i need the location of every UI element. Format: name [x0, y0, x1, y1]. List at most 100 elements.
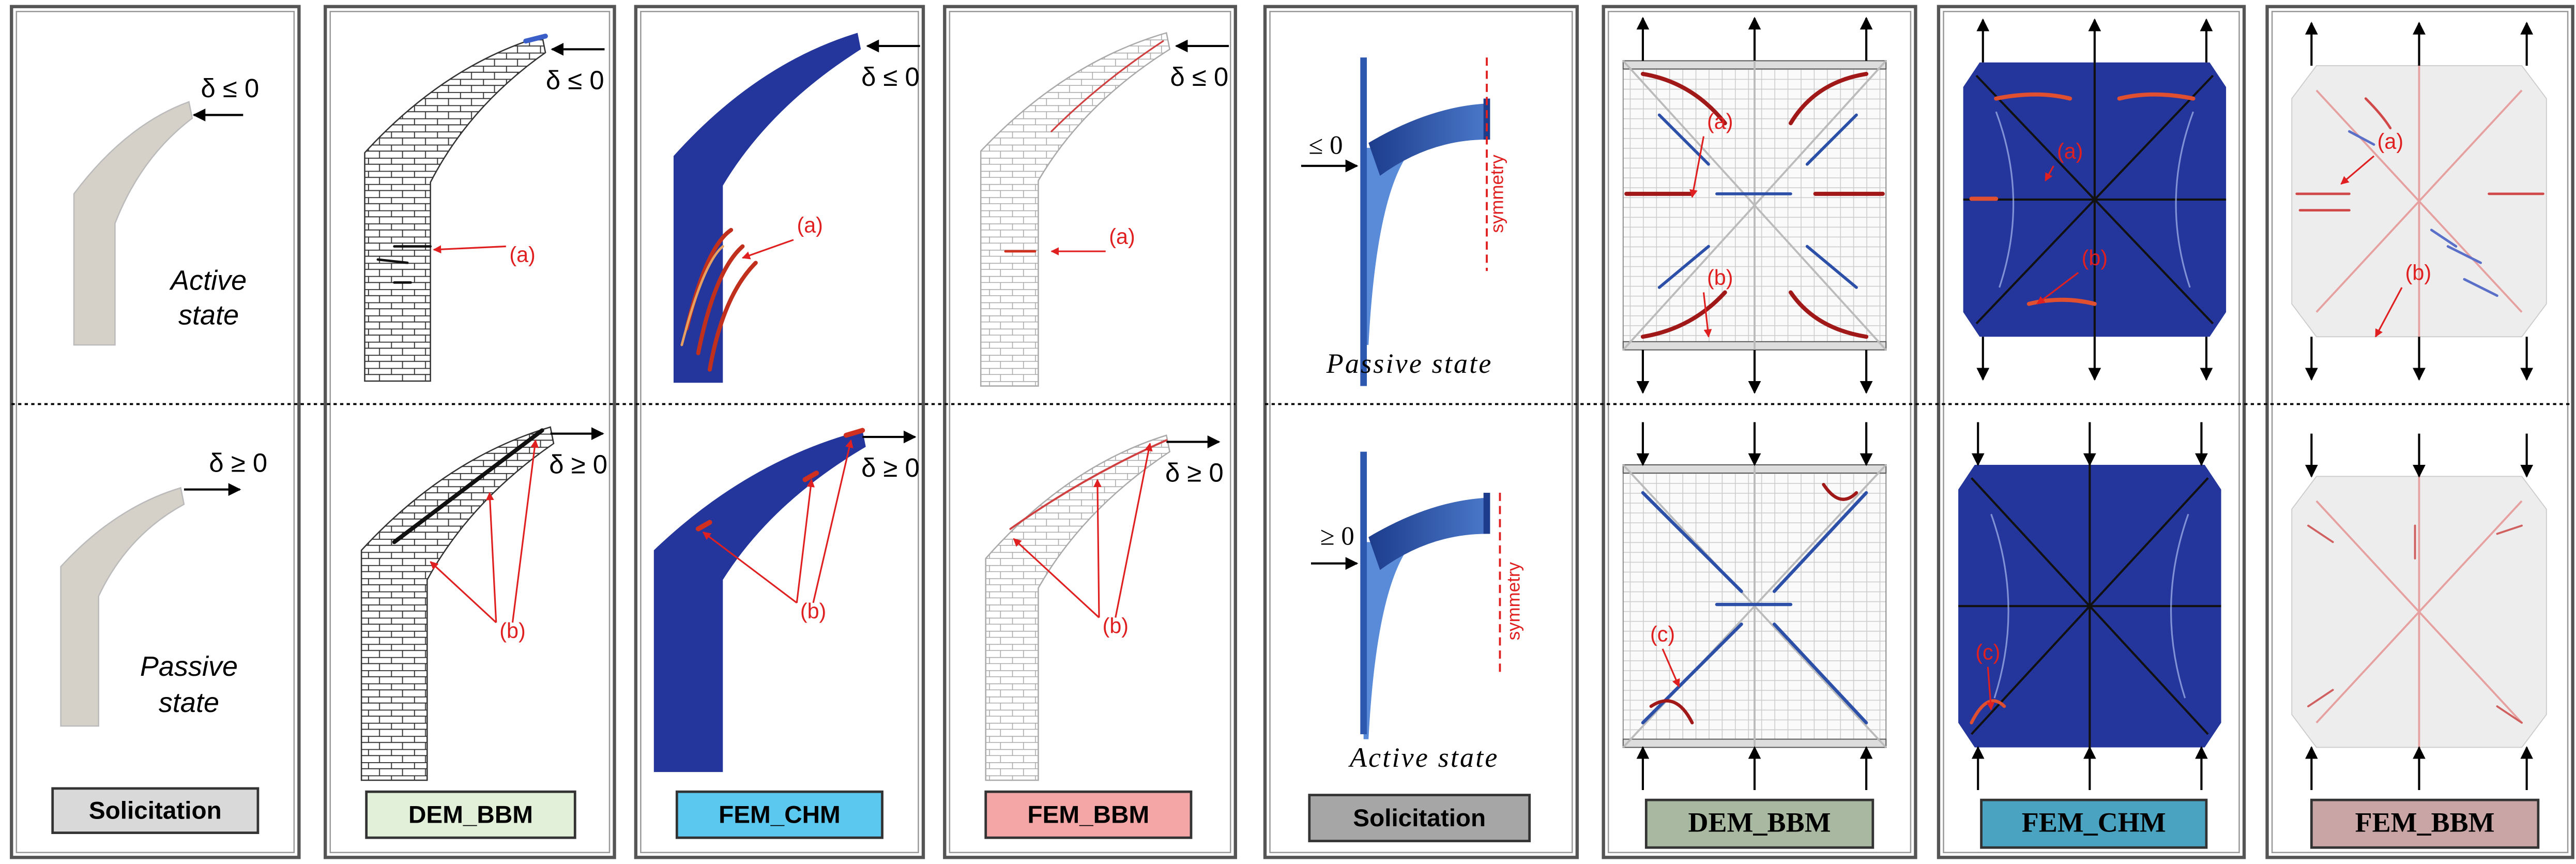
structure [73, 101, 193, 346]
method-label: FEM_CHM [719, 801, 841, 828]
state-label: Active state [1348, 742, 1499, 773]
annotation: (c) [1975, 640, 2000, 664]
crack [2446, 245, 2482, 264]
crack [1050, 40, 1164, 132]
crack [2463, 278, 2498, 297]
crack [2307, 689, 2334, 707]
method-label: Solicitation [89, 797, 222, 825]
panel-frame [634, 5, 925, 859]
panel-frame-inner [640, 10, 919, 854]
annotation-arrow [1702, 292, 1712, 338]
annotation: (a) [2057, 139, 2083, 163]
crack [1788, 290, 1869, 339]
annotation: (b) [499, 619, 525, 643]
symmetry-label: symmetry [1487, 155, 1507, 233]
method-label-box [365, 790, 576, 839]
annotation-arrow [812, 439, 853, 603]
crack [1805, 245, 1858, 289]
crack [1772, 623, 1868, 724]
method-label: FEM_CHM [2022, 807, 2166, 838]
state-label: Active [169, 265, 247, 296]
load-label: δ ≤ 0 [861, 62, 920, 92]
panel-frame [10, 5, 301, 859]
structure [985, 434, 1171, 781]
panel-frame [1263, 5, 1579, 859]
state-label: state [159, 687, 219, 718]
annotation-arrow [430, 561, 497, 624]
crack [1805, 113, 1858, 166]
method-label-box [51, 787, 260, 835]
crack [1640, 71, 1727, 126]
state-label: Passive state [1326, 348, 1493, 379]
panel-frame-inner [1607, 10, 1912, 854]
panel-frame-inner [2271, 10, 2569, 854]
plate-glint [1995, 111, 2194, 288]
annotation-arrow [1689, 136, 1705, 198]
vault-plate [1483, 493, 1490, 534]
crack [2117, 92, 2196, 101]
load-label: δ ≤ 0 [201, 73, 260, 103]
annotation-arrow [2045, 165, 2054, 181]
method-label-box [984, 790, 1193, 839]
panel-frame-inner [329, 10, 611, 854]
annotation-arrow [796, 479, 815, 603]
method-label-box [2310, 798, 2540, 849]
annotation: (c) [1650, 622, 1675, 646]
annotation-arrow [2374, 287, 2403, 338]
load-label: δ ≥ 0 [549, 450, 607, 479]
panel-frame-inner [1943, 10, 2240, 854]
annotation: (b) [1707, 266, 1733, 290]
panel-frame-inner [16, 10, 295, 854]
structure [364, 35, 546, 382]
plate-diagonals [1958, 465, 2221, 748]
annotation: (a) [797, 213, 822, 237]
crack [2307, 524, 2334, 543]
annotation: (a) [1707, 110, 1733, 133]
load-label: δ ≥ 0 [861, 453, 920, 482]
structure [980, 32, 1171, 387]
annotation: (b) [800, 599, 826, 623]
crack [1649, 699, 1694, 724]
load-label: δ ≤ 0 [1170, 62, 1229, 92]
annotation-arrow [485, 492, 497, 623]
plate-diagonals [2315, 66, 2523, 337]
method-label-box [675, 790, 883, 839]
annotation: (b) [1103, 614, 1129, 638]
crack [1822, 482, 1858, 501]
structure [60, 487, 185, 727]
annotation: (a) [2377, 129, 2403, 153]
panel-frame [943, 5, 1237, 859]
crack [1772, 491, 1868, 593]
panel-frame [324, 5, 616, 859]
plate-diagonals [1622, 60, 1887, 351]
crack [2364, 97, 2392, 130]
panel-frame-inner [949, 10, 1231, 854]
structure [360, 426, 555, 781]
annotation-arrow [741, 239, 794, 260]
crack [707, 261, 758, 372]
annotation-arrow [1986, 666, 1995, 710]
crack [802, 471, 819, 482]
annotation: (a) [1109, 225, 1135, 249]
plate-diagonals [2315, 476, 2523, 748]
annotation-arrow [1093, 479, 1102, 618]
crack [376, 258, 409, 264]
method-label: FEM_BBM [1028, 801, 1150, 828]
panel-frame [1937, 5, 2246, 859]
method-label-box [1644, 798, 1874, 849]
structure [653, 430, 866, 772]
method-label: DEM_BBM [1688, 807, 1831, 838]
crack [1788, 71, 1869, 126]
annotation-arrow [433, 245, 506, 254]
crack [1640, 290, 1727, 339]
method-label: DEM_BBM [408, 801, 533, 828]
annotation-arrow [511, 439, 539, 623]
annotation-arrow [1662, 648, 1680, 688]
annotation: (a) [509, 242, 535, 266]
vault-wall [1360, 57, 1367, 386]
panel-frame-inner [1269, 10, 1573, 854]
state-label: Passive [140, 651, 238, 682]
load-label: δ ≤ 0 [546, 65, 604, 95]
